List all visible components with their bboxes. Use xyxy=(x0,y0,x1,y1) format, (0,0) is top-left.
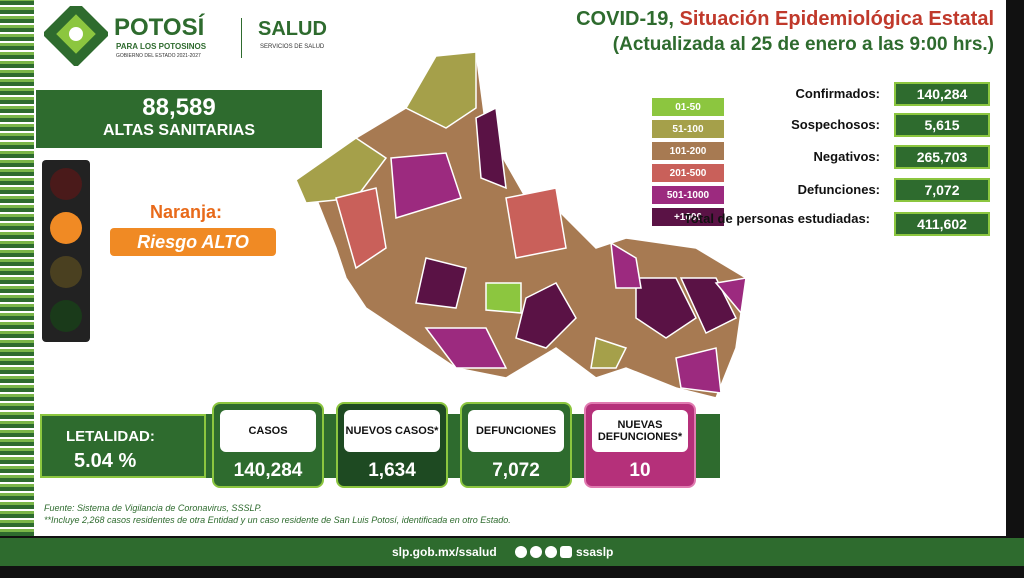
semaforo-risk: Riesgo ALTO xyxy=(110,228,276,256)
card-label: NUEVAS DEFUNCIONES* xyxy=(592,410,688,452)
logo-slogan: PARA LOS POTOSINOS xyxy=(116,42,207,51)
stat-label: Defunciones: xyxy=(797,182,880,197)
stat-value: 140,284 xyxy=(894,82,990,106)
card-label: CASOS xyxy=(220,410,316,452)
stat-card: NUEVAS DEFUNCIONES* 10 xyxy=(584,402,696,488)
legend-item: 201-500 xyxy=(652,164,724,182)
agency-sub: SERVICIOS DE SALUD xyxy=(260,44,325,50)
card-value: 1,634 xyxy=(368,460,416,481)
letalidad-label: LETALIDAD: xyxy=(66,428,155,445)
stat-label: Confirmados: xyxy=(795,86,881,101)
logo-government: GOBIERNO DEL ESTADO 2021-2027 xyxy=(116,53,201,59)
logo-divider xyxy=(241,18,242,58)
state-map xyxy=(296,51,747,399)
stat-card: DEFUNCIONES 7,072 xyxy=(460,402,572,488)
footer-url: slp.gob.mx/ssalud xyxy=(392,545,497,559)
footnote: Fuente: Sistema de Vigilancia de Coronav… xyxy=(44,503,262,513)
title: COVID-19, Situación Epidemiológica Estat… xyxy=(576,8,994,31)
altas-box: 88,589 ALTAS SANITARIAS xyxy=(36,90,322,148)
footer-handle: ssaslp xyxy=(576,545,614,559)
logo-name: POTOSÍ xyxy=(114,14,205,41)
stat-label: Sospechosos: xyxy=(791,117,880,132)
legend-item: 101-200 xyxy=(652,142,724,160)
altas-label: ALTAS SANITARIAS xyxy=(103,122,255,139)
agency: SALUD xyxy=(258,18,327,40)
legend-item: 501-1000 xyxy=(652,186,724,204)
subtitle: (Actualizada al 25 de enero a las 9:00 h… xyxy=(612,34,994,55)
legend-item: 51-100 xyxy=(652,120,724,138)
card-label: NUEVOS CASOS* xyxy=(344,410,440,452)
stat-value: 265,703 xyxy=(894,145,990,169)
legend-item: +1000 xyxy=(652,208,724,226)
footer: slp.gob.mx/ssalud ssaslp xyxy=(0,538,1024,566)
stat-label: Negativos: xyxy=(813,149,880,164)
social-icons xyxy=(515,546,572,558)
stat-value: 411,602 xyxy=(894,212,990,236)
stat-card: CASOS 140,284 xyxy=(212,402,324,488)
stat-value: 7,072 xyxy=(894,178,990,202)
letalidad-value: 5.04 % xyxy=(74,450,137,472)
title-main: Situación Epidemiológica Estatal xyxy=(679,8,994,30)
logo-emblem xyxy=(44,6,108,66)
legend-item: 01-50 xyxy=(652,98,724,116)
stat-label: Total de personas estudiadas: xyxy=(683,211,870,226)
letalidad-box: LETALIDAD: 5.04 % xyxy=(40,414,206,478)
altas-value: 88,589 xyxy=(142,94,216,121)
footnote: **Incluye 2,268 casos residentes de otra… xyxy=(44,515,511,525)
card-value: 7,072 xyxy=(492,460,540,481)
card-value: 10 xyxy=(629,460,651,481)
card-value: 140,284 xyxy=(233,460,303,481)
traffic-light xyxy=(42,160,90,342)
stats: Confirmados: 140,284 Sospechosos: 5,615 Nega… xyxy=(680,82,1000,242)
footnotes: Fuente: Sistema de Vigilancia de Coronav… xyxy=(44,502,511,526)
decorative-stripe xyxy=(0,0,34,536)
title-prefix: COVID-19, xyxy=(576,8,674,30)
stat-value: 5,615 xyxy=(894,113,990,137)
stat-card: NUEVOS CASOS* 1,634 xyxy=(336,402,448,488)
card-label: DEFUNCIONES xyxy=(468,410,564,452)
semaforo-color: Naranja: xyxy=(150,202,223,222)
